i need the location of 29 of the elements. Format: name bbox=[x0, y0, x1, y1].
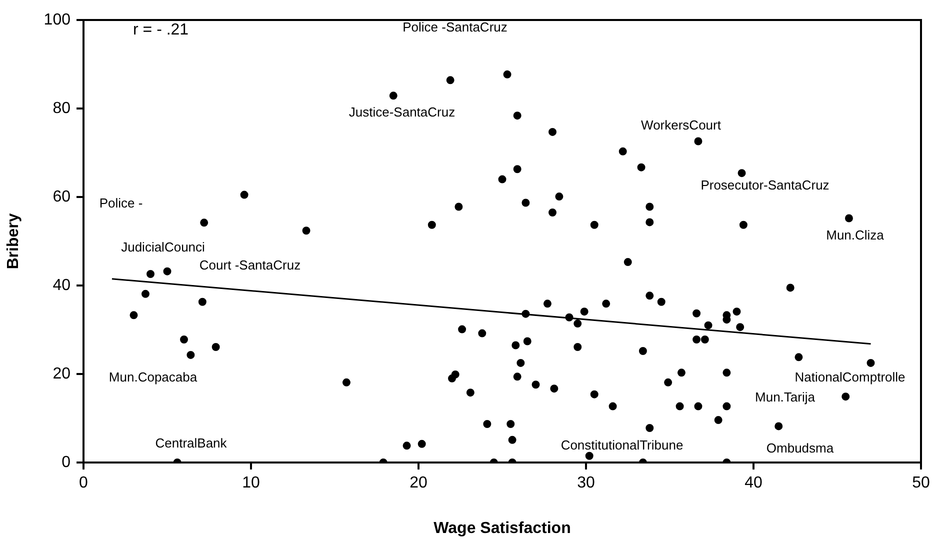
annotation: Court -SantaCruz bbox=[199, 258, 301, 273]
annotation: ConstitutionalTribune bbox=[560, 438, 684, 453]
annotation: r = - .21 bbox=[133, 21, 189, 38]
y-tick-label: 40 bbox=[52, 276, 71, 294]
annotation: Police -SantaCruz bbox=[402, 20, 508, 35]
x-tick-label: 40 bbox=[744, 474, 762, 492]
annotation: Prosecutor-SantaCruz bbox=[700, 178, 830, 193]
x-tick-label: 10 bbox=[242, 474, 260, 492]
y-axis-title: Bribery bbox=[5, 213, 22, 270]
annotation: CentralBank bbox=[155, 436, 228, 451]
annotation: Mun.Cliza bbox=[826, 228, 885, 243]
annotation: Justice-SantaCruz bbox=[348, 104, 456, 120]
annotation: Mun.Copacaba bbox=[108, 370, 198, 385]
annotation: Ombudsma bbox=[766, 440, 834, 456]
y-tick-label: 80 bbox=[52, 100, 71, 117]
annotation: Police - bbox=[99, 196, 143, 211]
x-axis-title: Wage Satisfaction bbox=[434, 520, 571, 537]
y-tick-label: 100 bbox=[44, 11, 71, 28]
annotation: NationalComptrolle bbox=[794, 370, 906, 385]
y-tick-label: 0 bbox=[62, 454, 71, 471]
annotation: JudicialCounci bbox=[121, 240, 206, 255]
x-tick-label: 20 bbox=[410, 474, 428, 492]
x-tick-label: 0 bbox=[79, 474, 88, 492]
y-tick-label: 60 bbox=[52, 188, 71, 206]
x-tick-label: 50 bbox=[912, 474, 930, 492]
y-tick-label: 20 bbox=[52, 365, 71, 382]
annotation: WorkersCourt bbox=[641, 118, 722, 133]
annotation: Mun.Tarija bbox=[755, 390, 816, 405]
x-tick-label: 30 bbox=[577, 474, 595, 492]
